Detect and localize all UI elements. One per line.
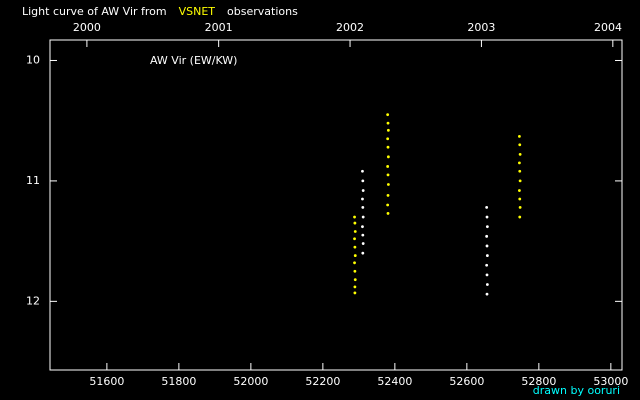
data-point	[386, 113, 390, 117]
title-part: Light curve of AW Vir from	[22, 5, 167, 18]
data-point	[353, 230, 357, 233]
data-point	[386, 145, 390, 149]
data-point	[361, 189, 365, 192]
title-part: VSNET	[179, 5, 216, 18]
title-part: observations	[227, 5, 298, 18]
data-point	[386, 183, 390, 186]
data-point	[361, 169, 364, 173]
data-point	[485, 215, 489, 219]
data-point	[518, 179, 522, 183]
x-tick-label: 52800	[521, 375, 556, 388]
x2-tick-label: 2002	[336, 21, 364, 34]
data-point	[386, 121, 390, 125]
data-point	[386, 212, 390, 215]
x-tick-label: 52000	[233, 375, 268, 388]
data-point	[485, 244, 489, 248]
data-point	[386, 173, 390, 177]
data-point	[485, 283, 489, 286]
x-tick-label: 52400	[377, 375, 412, 388]
x2-tick-label: 2000	[73, 21, 101, 34]
data-point	[485, 292, 489, 296]
data-point	[518, 161, 521, 165]
data-point	[485, 263, 489, 267]
data-point	[518, 169, 522, 173]
data-point	[518, 215, 522, 219]
data-point	[386, 155, 390, 159]
x-tick-label: 52200	[305, 375, 340, 388]
y-tick-label: 10	[26, 53, 40, 66]
data-point	[361, 215, 365, 219]
credit: drawn by ooruri	[533, 384, 620, 397]
y-tick-label: 11	[26, 174, 40, 187]
data-point	[353, 237, 356, 241]
data-point	[518, 189, 521, 192]
data-point	[518, 134, 521, 138]
data-point	[361, 206, 365, 209]
data-point	[353, 221, 357, 225]
data-point	[485, 206, 489, 209]
data-point	[361, 225, 364, 229]
data-point	[353, 269, 357, 273]
data-point	[386, 165, 390, 168]
x2-tick-label: 2001	[205, 21, 233, 34]
x-tick-label: 51800	[161, 375, 196, 388]
x2-tick-label: 2003	[467, 21, 495, 34]
data-point	[386, 203, 390, 207]
data-point	[485, 273, 489, 277]
data-point	[353, 215, 356, 219]
x-tick-label: 53000	[593, 375, 628, 388]
data-point	[361, 197, 364, 201]
annotation: AW Vir (EW/KW)	[150, 54, 237, 67]
data-point	[386, 128, 390, 132]
data-point	[386, 193, 390, 197]
data-point	[353, 285, 357, 289]
data-point	[361, 242, 365, 245]
x-tick-label: 52600	[449, 375, 484, 388]
data-point	[485, 254, 489, 257]
x2-tick-label: 2004	[594, 21, 622, 34]
data-point	[386, 137, 390, 141]
data-point	[353, 291, 357, 295]
data-point	[361, 251, 365, 255]
data-point	[518, 153, 522, 156]
data-point	[353, 261, 356, 265]
data-point	[353, 254, 357, 257]
data-point	[518, 197, 522, 201]
data-point	[485, 225, 489, 229]
y-tick-label: 12	[26, 294, 40, 307]
data-point	[361, 179, 365, 183]
plot-frame	[49, 39, 623, 371]
x-tick-label: 51600	[89, 375, 124, 388]
data-point	[485, 234, 489, 238]
data-point	[353, 245, 357, 249]
data-point	[518, 206, 522, 209]
data-point	[353, 278, 357, 282]
data-point	[518, 143, 522, 147]
data-point	[361, 233, 365, 237]
